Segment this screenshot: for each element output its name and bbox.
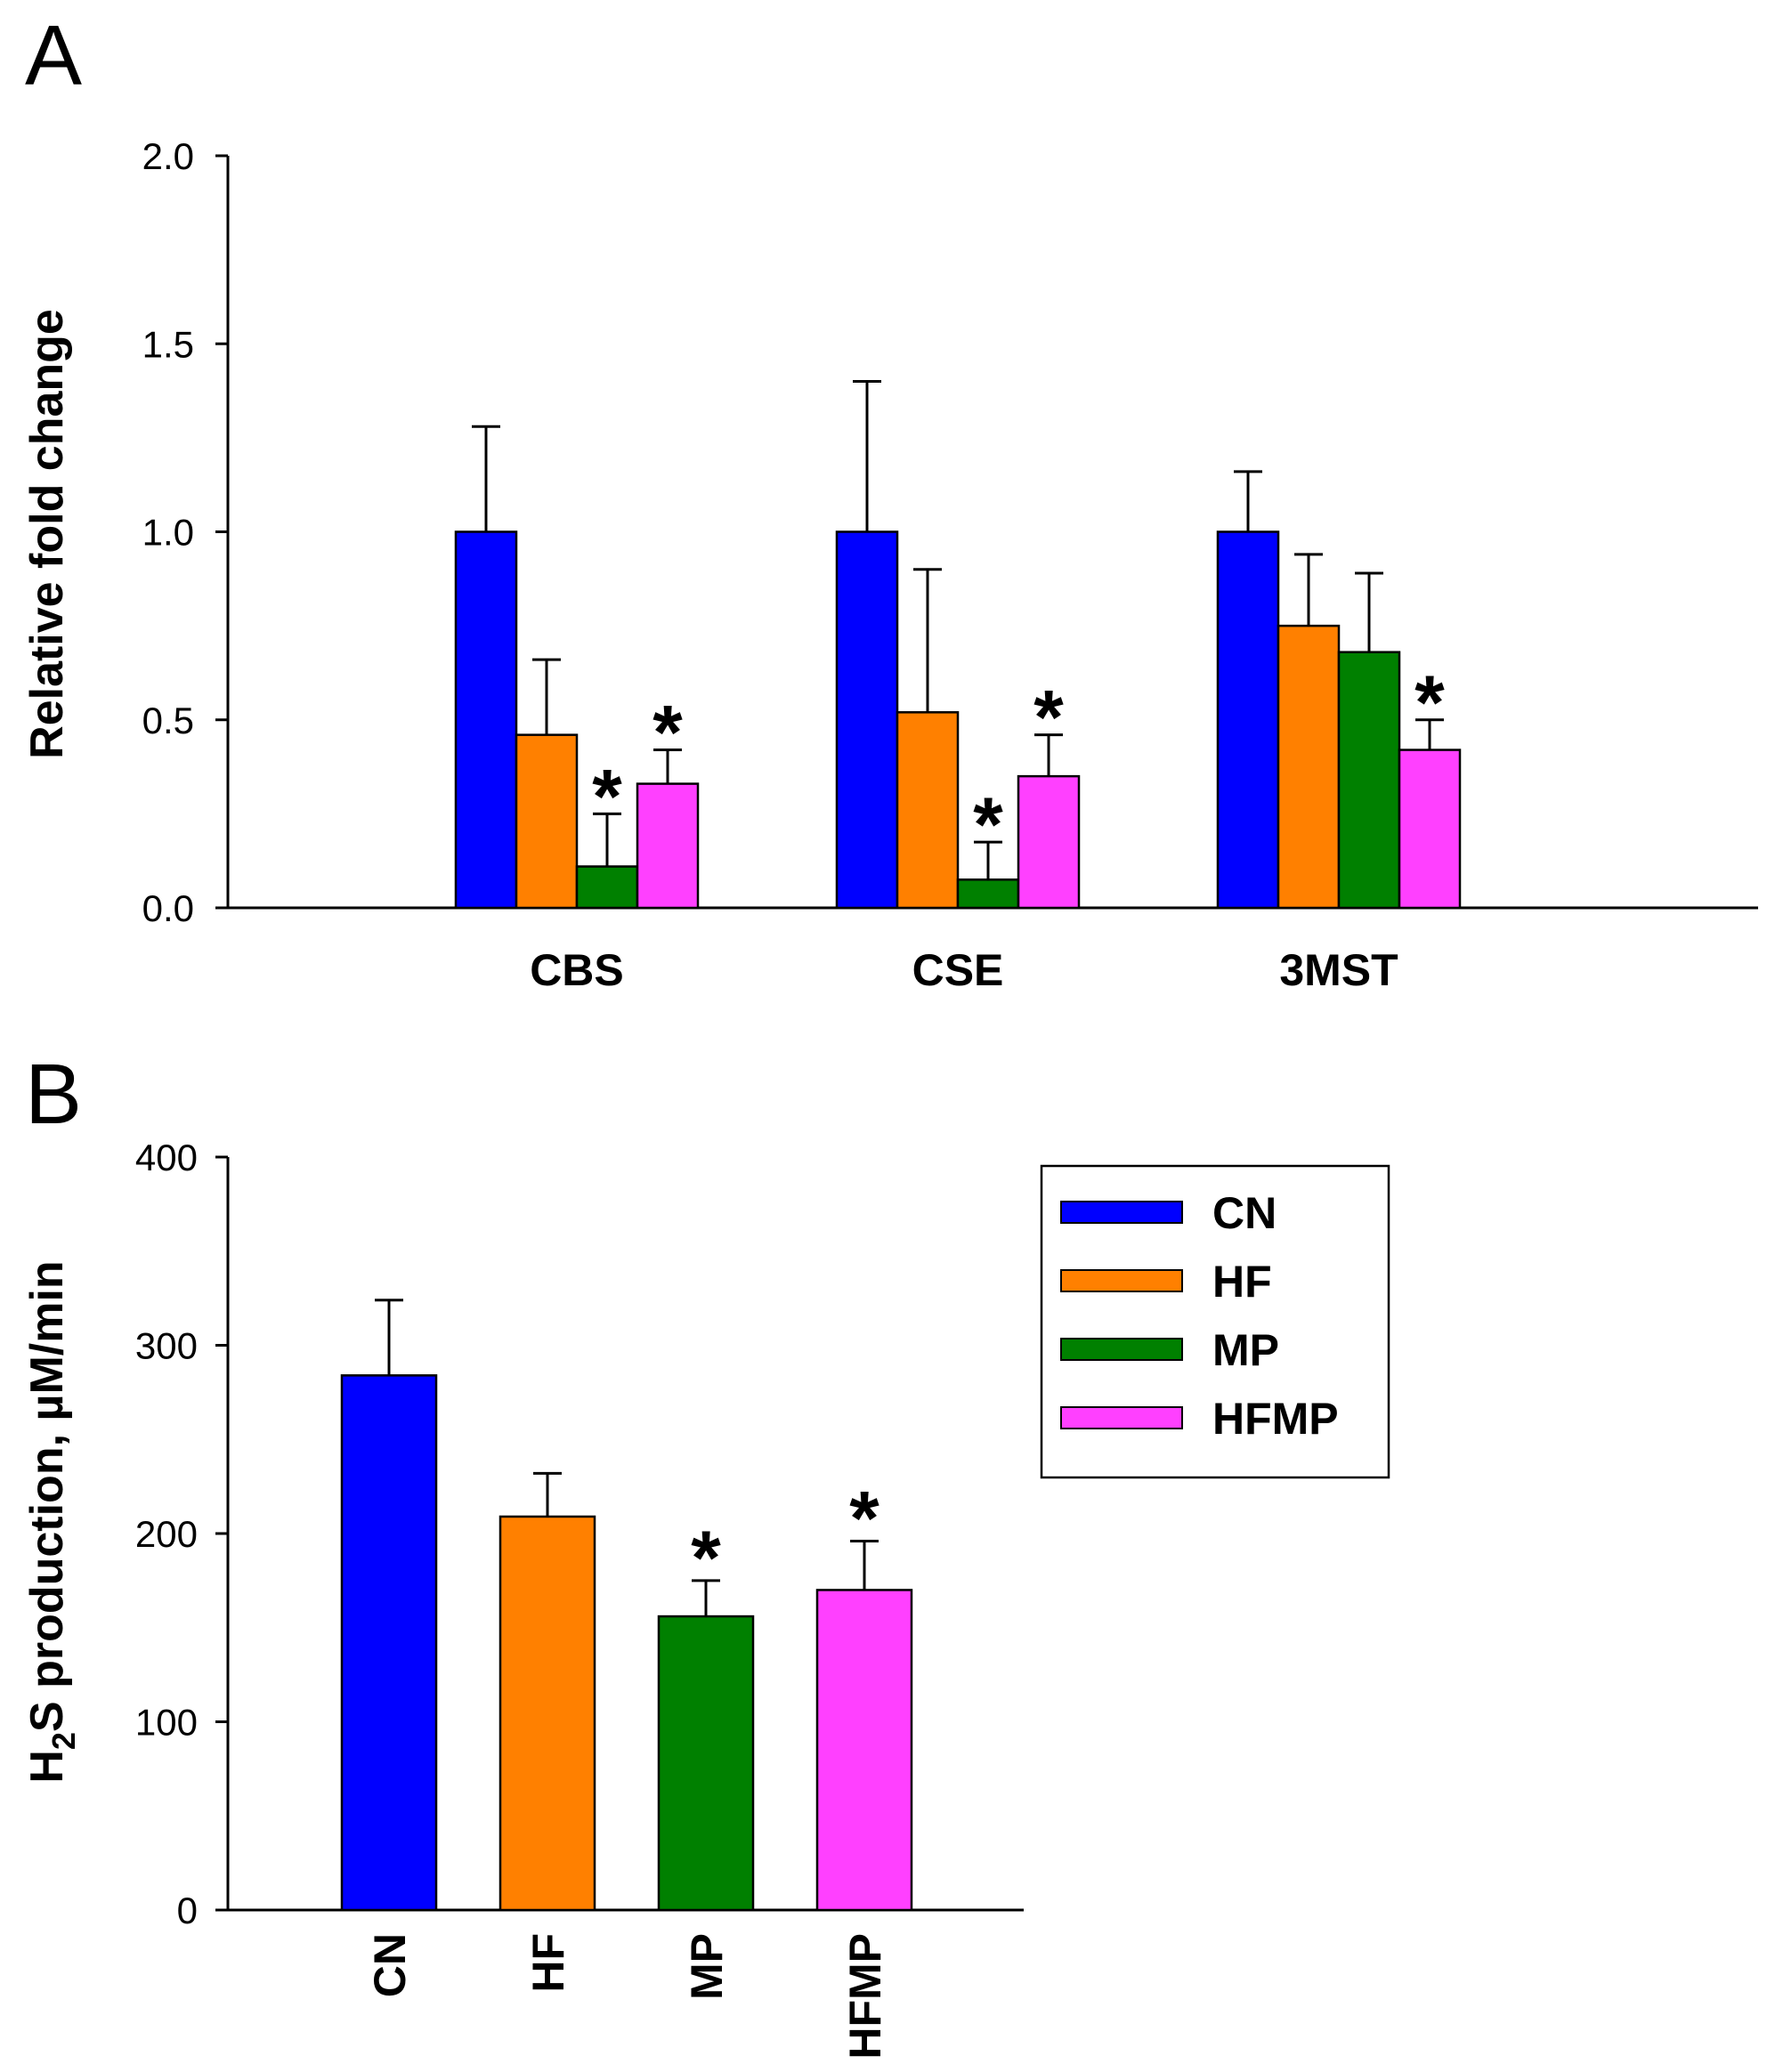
bar-cn (340, 1374, 438, 1912)
bar-cn-3mst (1216, 530, 1280, 910)
legend-swatch-cn (1060, 1201, 1183, 1224)
legend-swatch-hf (1060, 1269, 1183, 1292)
panel-b-tick-label: 0 (177, 1890, 198, 1931)
panel-a-category-labels: CBS CSE 3MST (530, 945, 1398, 995)
panel-a-tick-label: 2.0 (142, 135, 194, 177)
panel-a-category-cbs: CBS (530, 945, 624, 995)
bar-hf-cse (896, 711, 960, 910)
legend-label-hf: HF (1212, 1257, 1272, 1307)
bar-mp-cbs-significance-marker: * (592, 754, 622, 839)
panel-b-y-axis-label: H2S production, µM/min (21, 1260, 82, 1783)
panel-a-category-cse: CSE (912, 945, 1004, 995)
ylabel-post: S production, µM/min (21, 1260, 73, 1732)
panel-b-tick-label: 400 (135, 1137, 198, 1178)
panel-b-category-hfmp: HFMP (840, 1933, 890, 2060)
bar-mp-cse-significance-marker: * (973, 782, 1003, 868)
panel-b-tick-label: 200 (135, 1513, 198, 1555)
panel-a-chart: 0.0 0.5 1.0 1.5 2.0 * * * * * CBS CSE 3MST Relativ… (21, 135, 1758, 995)
panel-a-bars: * * * * * (454, 380, 1462, 910)
bar-cn-cse (835, 530, 899, 910)
bar-mp-3mst (1337, 651, 1401, 910)
panel-b-category-hf: HF (523, 1933, 573, 1993)
bar-hfmp-3mst-significance-marker: * (1414, 660, 1445, 746)
panel-a-category-3mst: 3MST (1279, 945, 1398, 995)
legend-label-hfmp: HFMP (1212, 1394, 1339, 1444)
bar-hf-3mst (1277, 624, 1341, 910)
panel-label-a: A (25, 8, 82, 103)
bar-hfmp-cse-significance-marker: * (1033, 676, 1064, 761)
panel-b-bars: * * (340, 1299, 913, 1912)
panel-b-tick-label: 300 (135, 1325, 198, 1367)
panel-b-category-labels: CN HF MP HFMP (365, 1933, 890, 2060)
panel-a-y-ticks: 0.0 0.5 1.0 1.5 2.0 (142, 135, 228, 929)
bar-hf-cbs (515, 733, 579, 910)
panel-label-b: B (25, 1047, 82, 1142)
bar-mp (657, 1615, 755, 1912)
panel-b-category-cn: CN (365, 1933, 415, 1997)
panel-a-tick-label: 1.5 (142, 323, 194, 365)
ylabel-sub: 2 (45, 1732, 82, 1750)
bar-hfmp-3mst (1398, 749, 1462, 910)
legend-swatch-mp (1060, 1338, 1183, 1361)
bar-hfmp-cbs (636, 782, 700, 910)
bar-hfmp-cse (1017, 774, 1081, 910)
legend-label-mp: MP (1212, 1325, 1279, 1375)
bar-mp-cbs (575, 865, 639, 910)
panel-b-y-ticks: 0 100 200 300 400 (135, 1137, 228, 1931)
panel-a-tick-label: 0.0 (142, 887, 194, 929)
panel-a-y-axis-label: Relative fold change (21, 309, 73, 759)
bar-hfmp-significance-marker: * (849, 1476, 879, 1561)
panel-a-tick-label: 1.0 (142, 512, 194, 554)
panel-b-category-mp: MP (682, 1933, 732, 2000)
legend-label-cn: CN (1212, 1188, 1277, 1238)
ylabel-pre: H (21, 1750, 73, 1784)
bar-hfmp-cbs-significance-marker: * (652, 691, 683, 776)
panel-a-tick-label: 0.5 (142, 700, 194, 741)
legend-swatch-hfmp (1060, 1406, 1183, 1429)
bar-hf (498, 1515, 596, 1912)
bar-hfmp (815, 1589, 913, 1912)
bar-cn-cbs (454, 530, 518, 910)
bar-mp-cse (956, 878, 1020, 910)
bar-mp-significance-marker: * (691, 1516, 721, 1601)
panel-b-tick-label: 100 (135, 1702, 198, 1744)
